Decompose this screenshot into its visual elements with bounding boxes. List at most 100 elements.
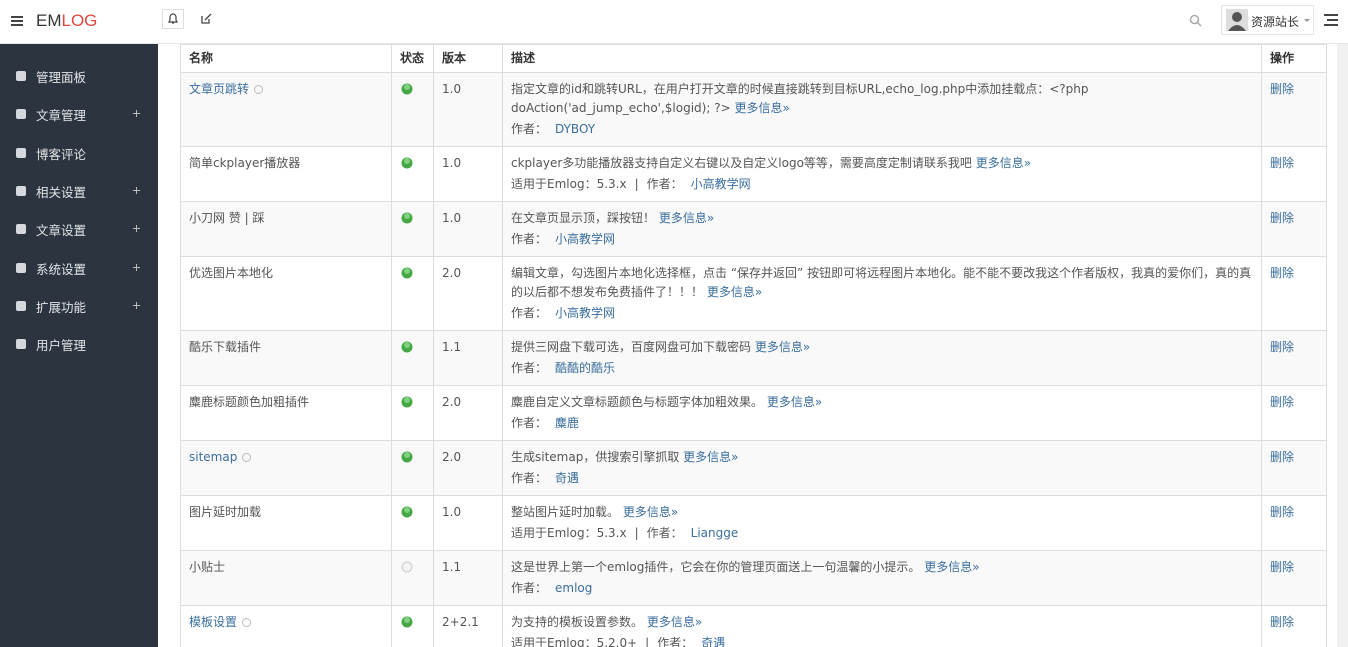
more-link[interactable]: 更多信息» xyxy=(683,450,739,464)
plugin-name[interactable]: sitemap xyxy=(189,450,238,464)
status-toggle[interactable] xyxy=(401,451,413,463)
write-button[interactable] xyxy=(196,9,218,29)
table-body: 文章页跳转 1.0 指定文章的id和跳转URL，在用户打开文章的时候直接跳转到目标U… xyxy=(180,72,1327,647)
delete-link[interactable]: 删除 xyxy=(1270,560,1295,574)
search-button[interactable] xyxy=(1189,14,1203,28)
action-cell: 删除 xyxy=(1261,330,1327,386)
more-link[interactable]: 更多信息» xyxy=(734,101,790,115)
author-label: 作者： xyxy=(646,526,683,540)
author[interactable]: 麋鹿 xyxy=(555,416,580,430)
settings-icon[interactable] xyxy=(242,453,252,462)
more-link[interactable]: 更多信息» xyxy=(766,395,823,409)
user-name: 资源站长 xyxy=(1251,15,1300,29)
status-cell xyxy=(391,256,434,331)
status-toggle[interactable] xyxy=(401,396,413,408)
sidebar-item[interactable]: 文章管理 xyxy=(0,101,158,125)
more-link[interactable]: 更多信息» xyxy=(706,285,763,299)
delete-link[interactable]: 删除 xyxy=(1270,156,1295,170)
author[interactable]: 小高教学网 xyxy=(555,232,616,246)
sidebar-item[interactable]: 博客评论 xyxy=(0,140,158,164)
name-cell: 简单ckplayer播放器 xyxy=(180,146,392,202)
plugin-name: 麋鹿标题颜色加粗插件 xyxy=(189,395,310,409)
status-toggle[interactable] xyxy=(401,157,413,169)
name-cell: 优选图片本地化 xyxy=(180,256,392,331)
more-link[interactable]: 更多信息» xyxy=(975,156,1032,170)
menu-toggle[interactable] xyxy=(11,16,23,26)
plugin-name[interactable]: 模板设置 xyxy=(189,615,238,629)
column-header: 版本 xyxy=(433,44,503,73)
delete-link[interactable]: 删除 xyxy=(1270,266,1295,280)
name-cell: 小刀网 赞 | 踩 xyxy=(180,201,392,257)
notification-button[interactable] xyxy=(162,9,184,29)
sidebar-icon xyxy=(16,71,26,81)
meta-line: 作者： 麋鹿 xyxy=(511,414,1253,433)
icon-shape xyxy=(16,71,26,81)
settings-icon[interactable] xyxy=(254,85,264,94)
delete-link[interactable]: 删除 xyxy=(1270,450,1295,464)
plugin-name[interactable]: 文章页跳转 xyxy=(189,82,250,96)
column-header: 描述 xyxy=(502,44,1262,73)
status-toggle[interactable] xyxy=(401,212,413,224)
status-shine xyxy=(404,452,410,458)
author[interactable]: 小高教学网 xyxy=(690,177,751,191)
delete-link[interactable]: 删除 xyxy=(1270,505,1295,519)
more-link[interactable]: 更多信息» xyxy=(622,505,679,519)
author[interactable]: Liangge xyxy=(690,526,739,540)
delete-link[interactable]: 删除 xyxy=(1270,395,1295,409)
sidebar-item[interactable]: 文章设置 xyxy=(0,216,158,240)
status-toggle[interactable] xyxy=(401,341,413,353)
settings-icon[interactable] xyxy=(242,618,252,627)
icon-shape xyxy=(16,109,26,120)
status-toggle[interactable] xyxy=(401,83,413,95)
description: 为支持的模板设置参数。 xyxy=(511,615,644,629)
description-cell: 在文章页显示顶，踩按钮！ 更多信息» 作者： 小高教学网 xyxy=(502,201,1262,257)
status-shine xyxy=(404,158,410,164)
user-menu[interactable]: 资源站长 xyxy=(1221,5,1314,35)
status-cell xyxy=(391,330,434,386)
sidebar-label: 相关设置 xyxy=(36,184,87,200)
scrollbar xyxy=(1337,44,1348,647)
version-cell: 2+2.1 xyxy=(433,605,503,647)
delete-link[interactable]: 删除 xyxy=(1270,340,1295,354)
description-cell: 整站图片延时加载。 更多信息» 适用于Emlog：5.3.x | 作者： Liangge xyxy=(502,495,1262,551)
more-link[interactable]: 更多信息» xyxy=(658,211,715,225)
meta-line: 作者： emlog xyxy=(511,579,1253,598)
more-link[interactable]: 更多信息» xyxy=(646,615,703,629)
author[interactable]: DYBOY xyxy=(555,122,596,136)
status-cell xyxy=(391,72,434,147)
status-shine xyxy=(404,84,410,90)
author[interactable]: 酷酷的酷乐 xyxy=(555,361,616,375)
action-cell: 删除 xyxy=(1261,201,1327,257)
status-toggle[interactable] xyxy=(401,561,413,573)
delete-link[interactable]: 删除 xyxy=(1270,211,1295,225)
author[interactable]: 奇遇 xyxy=(555,471,580,485)
sidebar-item[interactable]: 用户管理 xyxy=(0,331,158,355)
description: 编辑文章，勾选图片本地化选择框，点击 “保存并返回” 按钮即可将远程图片本地化。… xyxy=(511,266,1252,299)
status-toggle[interactable] xyxy=(401,267,413,279)
sidebar-item[interactable]: 管理面板 xyxy=(0,63,158,87)
author-label: 作者： xyxy=(511,471,548,485)
description-cell: 这是世界上第一个emlog插件，它会在你的管理页面送上一句温馨的小提示。 更多信… xyxy=(502,550,1262,606)
plugin-row: 简单ckplayer播放器 1.0 ckplayer多功能播放器支持自定义右键以及自… xyxy=(180,146,1327,202)
version-cell: 2.0 xyxy=(433,256,503,331)
more-menu[interactable] xyxy=(1324,14,1338,26)
author[interactable]: 奇遇 xyxy=(701,636,726,647)
brand[interactable]: EMLOG xyxy=(36,11,97,31)
version-cell: 1.0 xyxy=(433,201,503,257)
sidebar-item[interactable]: 扩展功能 xyxy=(0,293,158,317)
author[interactable]: emlog xyxy=(555,581,593,595)
delete-link[interactable]: 删除 xyxy=(1270,82,1295,96)
version-cell: 1.0 xyxy=(433,146,503,202)
separator: | xyxy=(634,177,639,191)
more-link[interactable]: 更多信息» xyxy=(754,340,811,354)
sidebar-label: 文章管理 xyxy=(36,108,87,124)
status-toggle[interactable] xyxy=(401,616,413,628)
status-toggle[interactable] xyxy=(401,506,413,518)
sidebar-item[interactable]: 系统设置 xyxy=(0,255,158,279)
meta-line: 适用于Emlog：5.2.0+ | 作者： 奇遇 xyxy=(511,634,1253,647)
plugin-name: 小刀网 赞 | 踩 xyxy=(189,211,265,225)
more-link[interactable]: 更多信息» xyxy=(924,560,980,574)
author[interactable]: 小高教学网 xyxy=(555,306,616,320)
delete-link[interactable]: 删除 xyxy=(1270,615,1295,629)
sidebar-item[interactable]: 相关设置 xyxy=(0,178,158,202)
